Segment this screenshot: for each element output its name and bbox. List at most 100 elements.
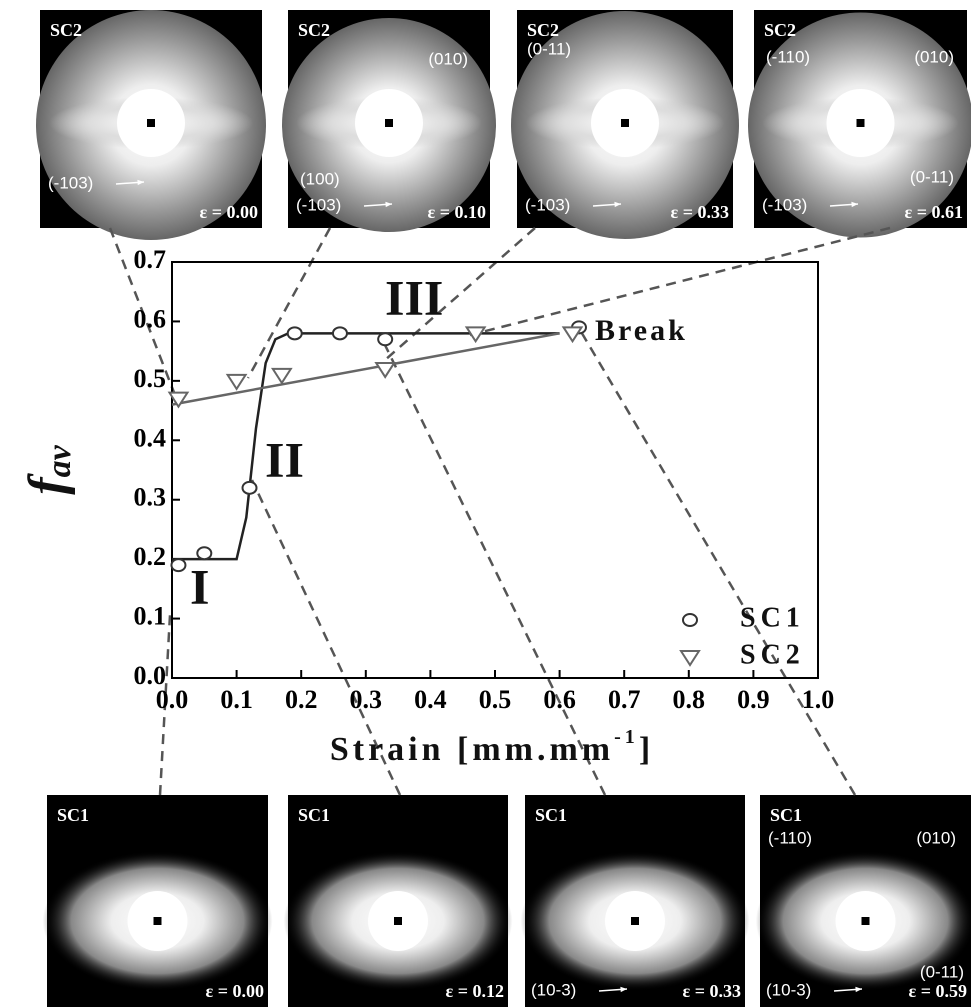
marker-triangle	[225, 373, 248, 391]
marker-circle	[286, 326, 303, 341]
legend-label: SC1	[740, 602, 805, 633]
legend-marker	[679, 650, 701, 667]
x-tick-label: 1.0	[802, 685, 835, 714]
y-tick-label: 0.2	[134, 542, 167, 571]
beam-stop	[631, 917, 639, 925]
x-tick-label: 0.4	[414, 685, 447, 714]
reflection-label: (10-3)	[766, 980, 811, 999]
connector	[383, 344, 607, 796]
annotation: I	[190, 558, 209, 614]
connector	[250, 479, 402, 796]
beam-stop	[621, 119, 629, 127]
marker-circle	[196, 546, 213, 561]
diffraction-panel: SC2 ε = 0.10 (-103) (100) (010)	[282, 10, 496, 232]
reflection-label: (010)	[428, 49, 468, 68]
fit-line	[171, 332, 560, 406]
marker-circle	[170, 558, 187, 573]
diffraction-panel: SC2 ε = 0.33 (-103) (0-11)	[511, 10, 739, 239]
reflection-label: (-110)	[768, 828, 812, 847]
x-tick-label: 0.7	[608, 685, 641, 714]
annotation: II	[265, 431, 304, 487]
marker-circle	[331, 326, 348, 341]
beam-stop	[856, 119, 865, 127]
marker-triangle	[561, 326, 584, 344]
panel-title: SC1	[57, 805, 89, 825]
panel-strain: ε = 0.10	[428, 202, 486, 222]
panel-title: SC1	[770, 805, 802, 825]
reflection-label: (-110)	[766, 47, 810, 66]
annotation: III	[385, 269, 443, 325]
beam-stop	[147, 119, 155, 127]
y-tick-label: 0.5	[134, 364, 167, 393]
marker-triangle	[464, 326, 487, 344]
x-tick-label: 0.6	[543, 685, 576, 714]
panel-strain: ε = 0.61	[905, 202, 963, 222]
panel-title: SC1	[298, 805, 330, 825]
y-axis-label: fav	[19, 444, 78, 494]
annotation: Break	[595, 314, 688, 347]
y-tick-label: 0.7	[134, 245, 167, 274]
diffraction-panel: SC1 ε = 0.00	[42, 795, 273, 1007]
panel-title: SC2	[298, 20, 330, 40]
reflection-label: (0-11)	[910, 167, 954, 186]
y-tick-label: 0.6	[134, 304, 167, 333]
y-tick-label: 0.4	[134, 423, 167, 452]
connector	[246, 227, 332, 379]
reflection-label: (100)	[300, 169, 340, 188]
connector	[469, 226, 891, 337]
fit-line	[172, 332, 560, 561]
x-tick-label: 0.2	[285, 685, 318, 714]
connector	[158, 614, 172, 796]
marker-triangle	[374, 361, 397, 379]
reflection-label: (0-11)	[920, 962, 964, 981]
y-axis-label-part: f	[19, 473, 76, 495]
y-tick-label: 0.1	[134, 602, 167, 631]
marker-circle	[241, 480, 258, 495]
marker-triangle	[167, 391, 190, 409]
arrow-head	[614, 201, 621, 208]
arrow-head	[137, 179, 144, 186]
x-axis-label: Strain [mm.mm-1]	[330, 726, 654, 768]
panel-title: SC2	[764, 20, 796, 40]
panel-strain: ε = 0.12	[446, 981, 504, 1001]
x-tick-label: 0.8	[673, 685, 706, 714]
reflection-label: (-103)	[296, 195, 341, 214]
beam-stop	[394, 917, 402, 925]
x-axis-label-part: Strain [mm.mm	[330, 731, 614, 768]
panel-title: SC2	[50, 20, 82, 40]
reflection-label: (-103)	[525, 195, 570, 214]
x-tick-label: 0.1	[220, 685, 253, 714]
x-tick-label: 0.5	[479, 685, 512, 714]
reflection-label: (010)	[916, 828, 956, 847]
panel-title: SC1	[535, 805, 567, 825]
x-axis-label-part: -1	[614, 726, 639, 748]
arrow-head	[620, 986, 627, 993]
arrow-head	[855, 986, 862, 993]
reflection-label: (-103)	[48, 173, 93, 192]
connector	[108, 227, 177, 396]
y-tick-label: 0.3	[134, 483, 167, 512]
connector	[578, 329, 857, 796]
marker-circle	[377, 332, 394, 347]
beam-stop	[153, 917, 162, 925]
diffraction-panel: SC1 ε = 0.33 (10-3)	[520, 795, 750, 1007]
diffraction-panel: SC1 ε = 0.59 (10-3) (-110) (010) (0-11)	[755, 795, 971, 1007]
beam-stop	[385, 119, 393, 127]
x-tick-label: 0.0	[156, 685, 189, 714]
y-tick-label: 0.0	[134, 661, 167, 690]
diffraction-panel: SC2 ε = 0.00 (-103)	[36, 10, 266, 240]
reflection-label: (010)	[914, 47, 954, 66]
y-axis-label-part: av	[41, 444, 78, 477]
arrow-head	[385, 201, 392, 208]
reflection-label: (10-3)	[531, 980, 576, 999]
x-axis-label-part: ]	[639, 731, 654, 768]
diffraction-panel: SC1 ε = 0.12	[283, 795, 513, 1007]
panel-strain: ε = 0.33	[671, 202, 729, 222]
legend-label: SC2	[740, 639, 805, 670]
x-tick-label: 0.9	[737, 685, 770, 714]
panel-title: SC2	[527, 20, 559, 40]
diffraction-panel: SC2 ε = 0.61 (-103) (-110) (010) (0-11)	[748, 10, 971, 238]
x-tick-label: 0.3	[350, 685, 383, 714]
